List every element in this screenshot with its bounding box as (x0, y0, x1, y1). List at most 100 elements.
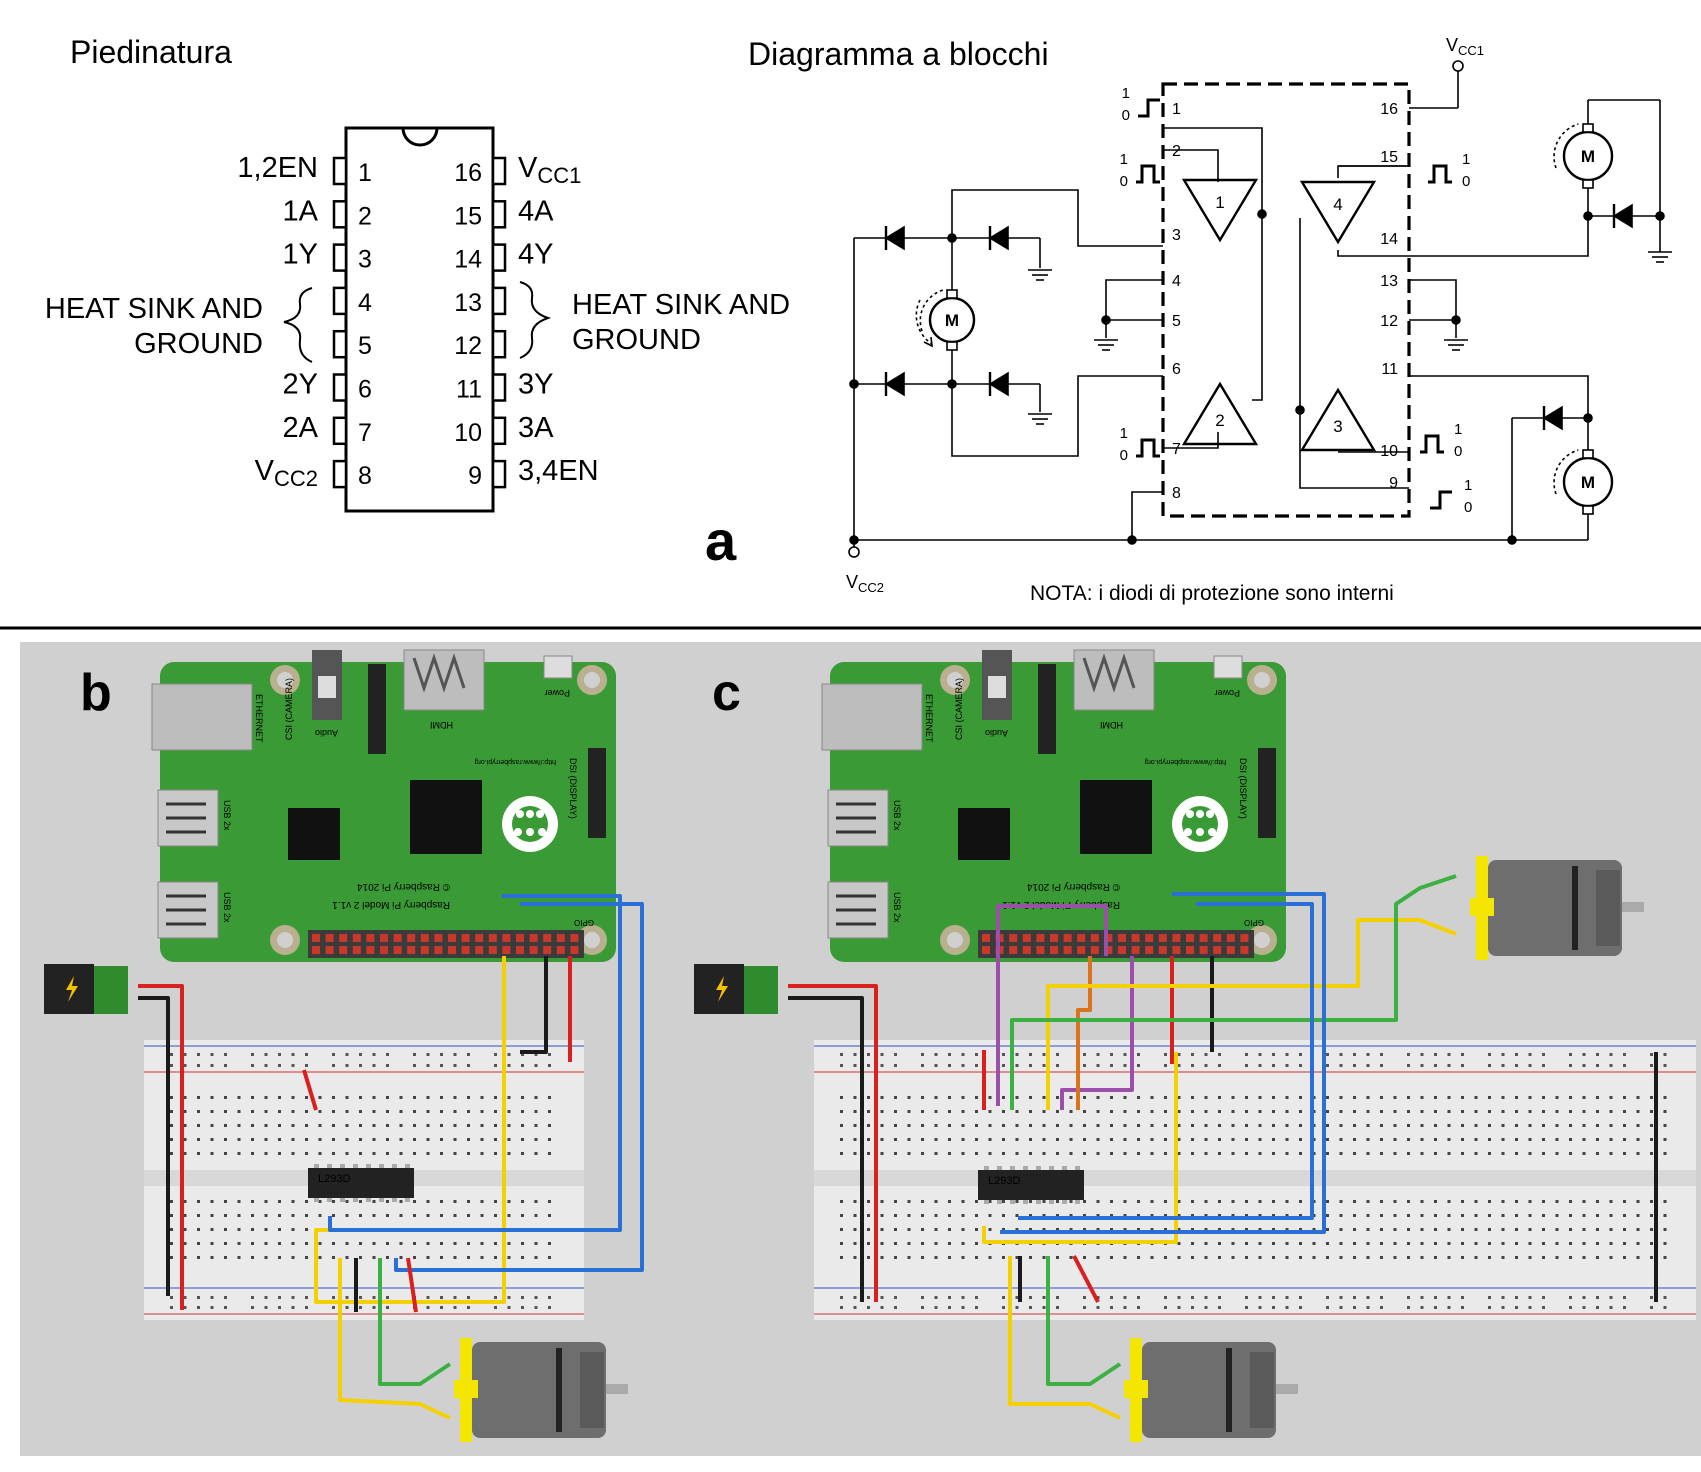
svg-text:Audio: Audio (315, 728, 338, 738)
jumper-wire (1000, 892, 1326, 1234)
pin-name: 4A (518, 195, 554, 227)
svg-text:HDMI: HDMI (1100, 720, 1123, 730)
block-pin-number: 9 (1389, 475, 1398, 492)
pin-name: VCC2 (255, 455, 318, 491)
block-pin-number: 4 (1172, 273, 1181, 290)
block-pin-number: 2 (1172, 143, 1181, 160)
jumper-wire (378, 1258, 452, 1386)
pin-stub (332, 156, 348, 186)
block-labels: VCC1 VCC2 NOTA: i diodi di protezione so… (846, 35, 1484, 605)
heat-sink-right-line2: GROUND (572, 324, 701, 356)
svg-text:Audio: Audio (985, 728, 1008, 738)
logic-waveform (1430, 490, 1452, 510)
buffer-triangle (1299, 180, 1377, 245)
block-pin-number: 1 (1172, 101, 1181, 118)
svg-text:© Raspberry Pi 2014: © Raspberry Pi 2014 (357, 881, 450, 892)
pin-number: 13 (454, 289, 482, 317)
dc-motor (1470, 856, 1644, 960)
left-brace (283, 287, 313, 363)
pin-name: 3Y (518, 369, 553, 401)
svg-text:L293D: L293D (988, 1175, 1020, 1187)
svg-text:CSI (CAMERA): CSI (CAMERA) (284, 678, 294, 740)
pin-name: 1,2EN (237, 152, 318, 184)
svg-text:http://www.raspberrypi.org: http://www.raspberrypi.org (475, 758, 556, 765)
pin-number: 3 (358, 246, 372, 274)
svg-text:M: M (1581, 147, 1595, 166)
jumper-wire (1018, 902, 1314, 1220)
svg-text:1: 1 (1122, 85, 1130, 102)
block-pin-number: 11 (1381, 361, 1398, 378)
dc-power-jack (44, 964, 128, 1014)
left-pins: 1 1,2EN 2 1A 3 1Y 4 5 6 2Y 7 2A 8 VCC2 (237, 152, 372, 491)
pin-name: 2Y (283, 369, 318, 401)
jumper-wire (982, 1052, 1178, 1244)
svg-text:1: 1 (1120, 151, 1128, 168)
jumper-wire (328, 894, 622, 1232)
jumper-wire (138, 996, 170, 1296)
svg-text:GPIO: GPIO (1244, 918, 1264, 927)
block-pin-number: 16 (1380, 101, 1398, 118)
heat-sink-right-line1: HEAT SINK AND (572, 289, 790, 321)
dc-power-jack (694, 964, 778, 1014)
jumper-wire (788, 996, 864, 1302)
pin-stub (491, 416, 507, 446)
l293d-chip: L293D (308, 1164, 414, 1202)
jumper-wire (996, 904, 1108, 956)
breadboard (814, 1040, 1696, 1320)
pin-stub (332, 243, 348, 272)
pinout-title: Piedinatura (70, 34, 232, 70)
note-text: NOTA: i diodi di protezione sono interni (1030, 582, 1394, 605)
right-brace (519, 281, 552, 359)
svg-text:CSI (CAMERA): CSI (CAMERA) (954, 678, 964, 740)
svg-text:USB 2x: USB 2x (892, 892, 902, 923)
jumper-wire (1046, 918, 1457, 1110)
pin-stub (491, 373, 507, 402)
svg-text:GPIO: GPIO (574, 918, 594, 927)
svg-text:Power: Power (544, 688, 570, 698)
pin-stub (491, 329, 507, 359)
pin-name: 1A (283, 195, 319, 227)
raspberry-pi-board: ETHERNET USB 2x USB 2x Audio CSI (CAMERA) HDM… (821, 649, 1286, 962)
logic-waveform (1428, 164, 1452, 184)
ic-dashed-outline (1161, 82, 1411, 518)
svg-text:L293D: L293D (318, 1173, 350, 1185)
pin-stub (491, 286, 507, 316)
pin-number: 2 (358, 202, 372, 230)
block-pin-number: 12 (1380, 313, 1398, 330)
logic-waveform (1420, 434, 1444, 454)
heat-sink-left-line1: HEAT SINK AND (45, 293, 263, 325)
block-pin-number: 15 (1380, 149, 1398, 166)
svg-text:© Raspberry Pi 2014: © Raspberry Pi 2014 (1027, 881, 1120, 892)
panel-b-label: b (80, 664, 112, 722)
logic-waveform (1136, 164, 1160, 184)
buffer-triangle (1181, 178, 1259, 243)
svg-text:1: 1 (1462, 151, 1470, 168)
l293d-chip: L293D (978, 1166, 1084, 1204)
svg-text:1: 1 (1120, 425, 1128, 442)
jumper-wire (138, 984, 184, 1310)
pin-number: 8 (358, 462, 372, 490)
svg-text:ETHERNET: ETHERNET (924, 694, 934, 743)
block-pin-number: 13 (1380, 273, 1398, 290)
block-pin-number: 6 (1172, 361, 1181, 378)
jumper-wire (788, 984, 878, 1302)
svg-text:http://www.raspberrypi.org: http://www.raspberrypi.org (1145, 758, 1226, 765)
jumper-wire (1072, 1255, 1100, 1303)
svg-text:0: 0 (1120, 173, 1128, 190)
pin-stub (491, 200, 507, 229)
block-pin-number: 14 (1380, 231, 1398, 248)
panel-c: c ETHERNET USB 2x USB 2x Audio CSI (CAMERA) HD… (694, 649, 1696, 1442)
pin-number: 12 (454, 332, 482, 360)
svg-text:0: 0 (1120, 447, 1128, 464)
panel-a: Piedinatura Diagramma a blocchi a 1 1,2EN… (45, 34, 1672, 605)
raspberry-pi-board: ETHERNET USB 2x USB 2x Audio CSI (CAMERA) HDM… (151, 649, 616, 962)
buffer-label: 4 (1333, 195, 1342, 214)
svg-text:0: 0 (1122, 107, 1130, 124)
panel-c-label: c (712, 664, 741, 722)
diode (988, 225, 1009, 251)
logic-waveform (1136, 438, 1160, 458)
svg-text:Power: Power (1214, 688, 1240, 698)
svg-text:0: 0 (1464, 499, 1472, 516)
pin-name: 4Y (518, 239, 553, 271)
jumper-wire (302, 1069, 318, 1111)
